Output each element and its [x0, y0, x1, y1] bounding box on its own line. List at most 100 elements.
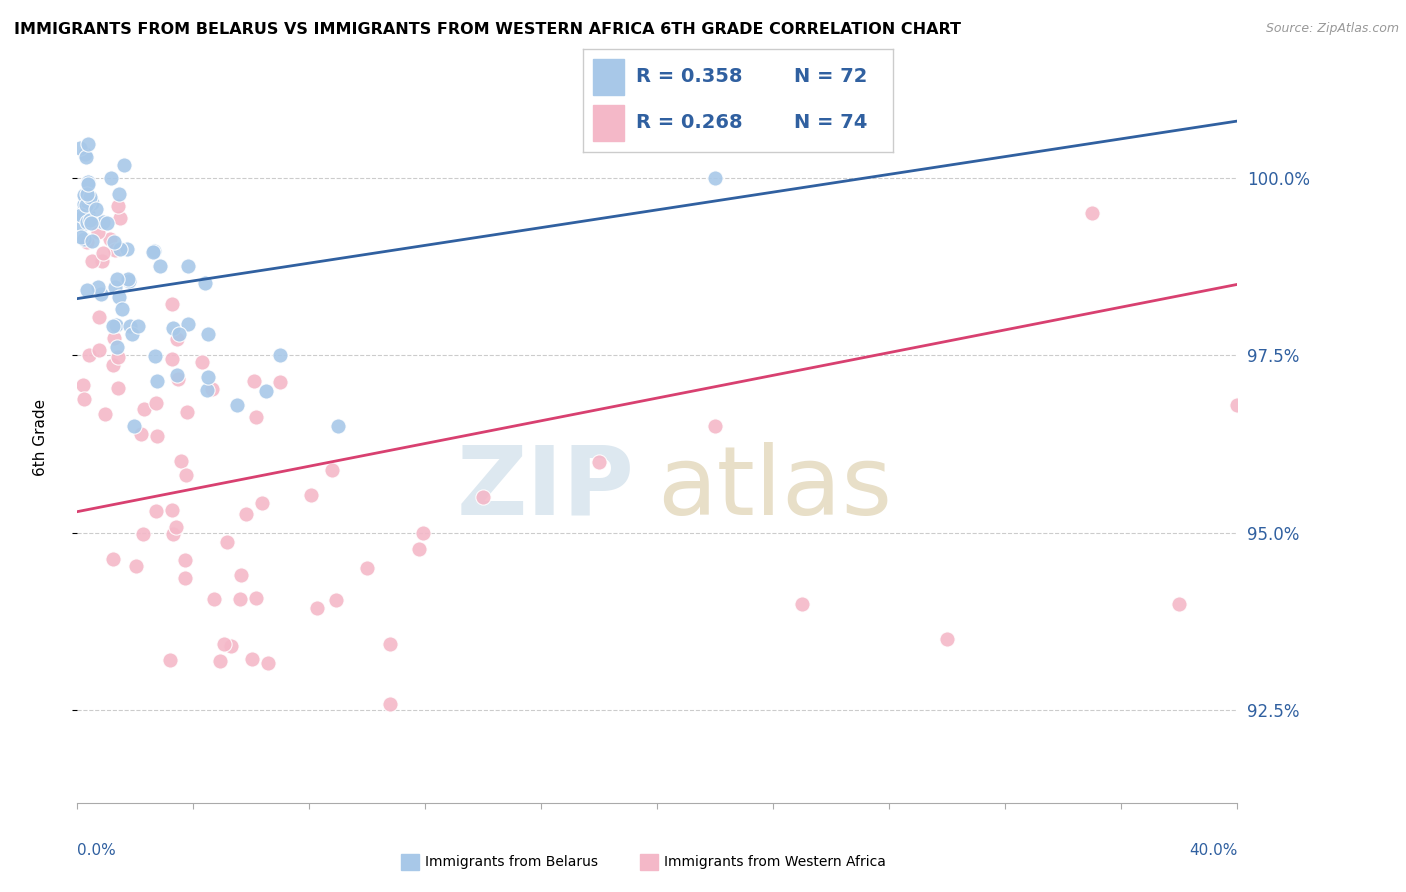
Point: [166, 371, 188, 385]
Point: [75, 197, 97, 211]
Point: [252, 495, 274, 509]
Text: ZIP: ZIP: [456, 442, 634, 535]
Point: [170, 454, 193, 468]
Point: [214, 637, 236, 651]
Point: [70, 208, 93, 222]
Point: [107, 199, 129, 213]
Point: [87, 310, 110, 324]
Point: [380, 637, 402, 651]
Point: [177, 259, 200, 273]
Point: [1081, 206, 1104, 220]
Point: [108, 242, 131, 256]
Y-axis label: 6th Grade: 6th Grade: [34, 399, 48, 475]
Point: [77, 348, 100, 362]
Point: [87, 280, 110, 294]
Point: [108, 290, 131, 304]
Point: [132, 527, 155, 541]
FancyBboxPatch shape: [593, 60, 624, 95]
Point: [201, 382, 224, 396]
Point: [166, 368, 188, 382]
Point: [165, 520, 187, 534]
Point: [325, 593, 347, 607]
Point: [107, 381, 129, 395]
Point: [142, 244, 165, 258]
Point: [229, 592, 252, 607]
Point: [82, 254, 104, 268]
Point: [77, 177, 100, 191]
Point: [146, 374, 169, 388]
Point: [174, 553, 197, 567]
Point: [588, 455, 610, 469]
Point: [145, 504, 167, 518]
Point: [79, 213, 101, 227]
Point: [118, 274, 141, 288]
Point: [174, 572, 197, 586]
Point: [242, 375, 264, 389]
Text: Immigrants from Western Africa: Immigrants from Western Africa: [664, 855, 886, 869]
Point: [77, 176, 100, 190]
Point: [103, 358, 125, 372]
Point: [75, 150, 97, 164]
Point: [328, 419, 350, 434]
Point: [143, 350, 166, 364]
Point: [101, 319, 124, 334]
Point: [105, 272, 128, 286]
Point: [166, 332, 188, 346]
Point: [117, 272, 139, 286]
Point: [124, 559, 146, 574]
Point: [160, 503, 183, 517]
Point: [103, 331, 125, 345]
Point: [76, 235, 98, 249]
Point: [75, 211, 97, 225]
Point: [160, 351, 183, 366]
Text: IMMIGRANTS FROM BELARUS VS IMMIGRANTS FROM WESTERN AFRICA 6TH GRADE CORRELATION : IMMIGRANTS FROM BELARUS VS IMMIGRANTS FR…: [14, 22, 962, 37]
Text: N = 74: N = 74: [794, 113, 868, 132]
Point: [219, 639, 242, 653]
Point: [87, 343, 110, 358]
Point: [936, 632, 959, 647]
Point: [70, 229, 93, 244]
Point: [269, 375, 291, 389]
Text: R = 0.358: R = 0.358: [636, 67, 742, 86]
Point: [197, 369, 219, 384]
Point: [1168, 597, 1191, 611]
Point: [305, 601, 328, 615]
Point: [245, 591, 267, 605]
Text: R = 0.268: R = 0.268: [636, 113, 742, 132]
Point: [194, 276, 217, 290]
Point: [121, 326, 143, 341]
Text: N = 72: N = 72: [794, 67, 868, 86]
Point: [162, 321, 184, 335]
Point: [176, 405, 198, 419]
Point: [73, 232, 96, 246]
Point: [91, 254, 114, 268]
Text: Immigrants from Belarus: Immigrants from Belarus: [425, 855, 598, 869]
Text: 40.0%: 40.0%: [1189, 843, 1237, 858]
Point: [103, 552, 125, 566]
Point: [245, 409, 267, 424]
Point: [73, 196, 96, 211]
Point: [118, 319, 141, 334]
Point: [72, 209, 94, 223]
Point: [72, 203, 94, 218]
Point: [76, 283, 98, 297]
Point: [96, 216, 118, 230]
Point: [70, 218, 93, 232]
Point: [142, 244, 165, 259]
Point: [73, 146, 96, 161]
Point: [254, 384, 277, 398]
Point: [704, 419, 727, 434]
Point: [217, 534, 239, 549]
Point: [115, 242, 138, 256]
Point: [103, 235, 125, 249]
Point: [257, 656, 280, 670]
Point: [108, 211, 131, 225]
Point: [299, 488, 322, 502]
Point: [98, 232, 121, 246]
Point: [76, 215, 98, 229]
Point: [190, 354, 212, 368]
Point: [269, 348, 291, 362]
Point: [107, 350, 129, 364]
Point: [72, 378, 94, 392]
Point: [77, 196, 100, 211]
